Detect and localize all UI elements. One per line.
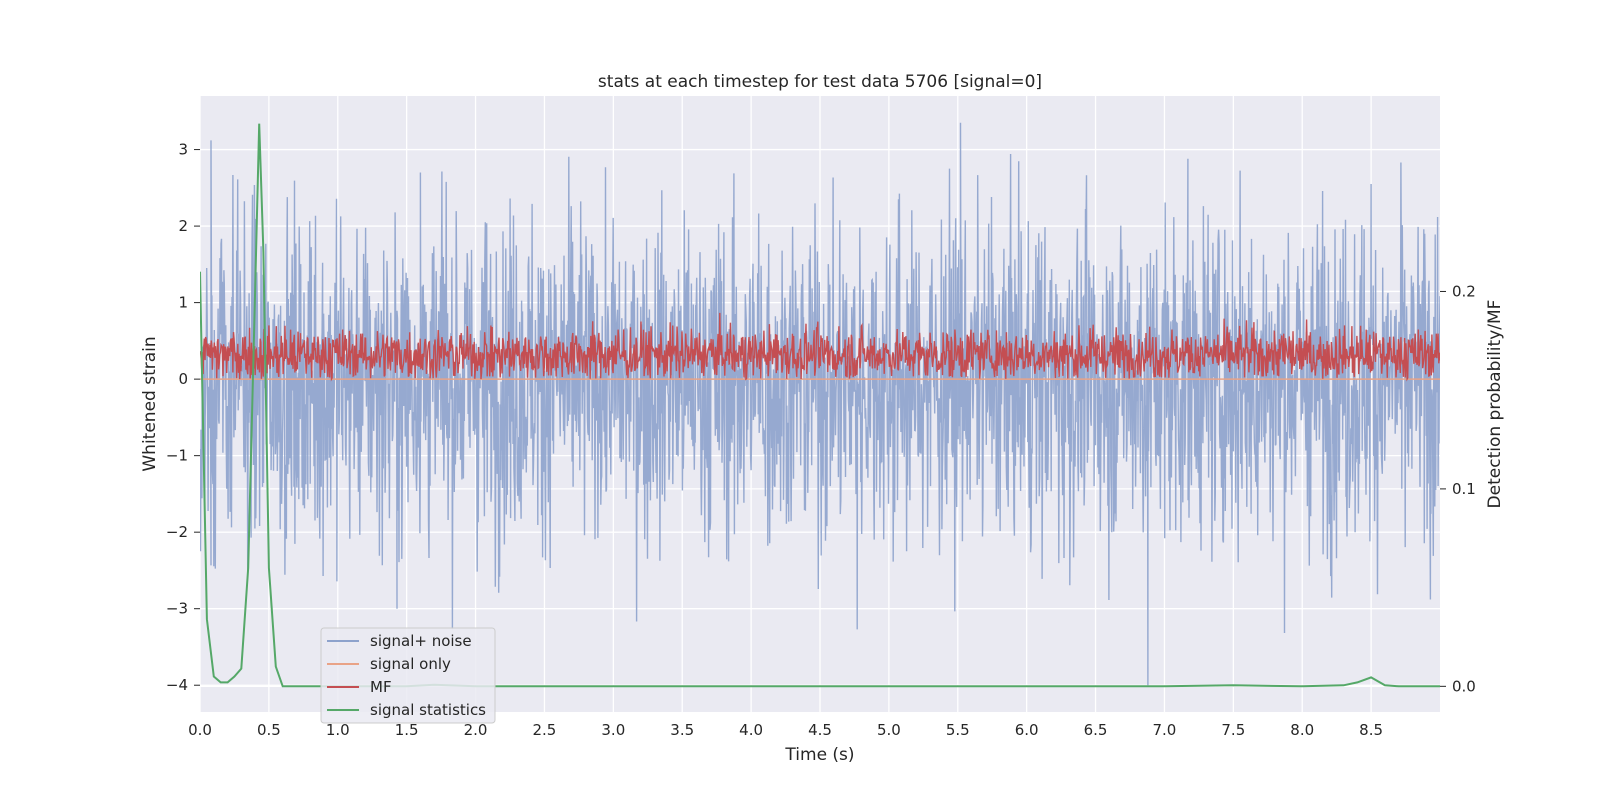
y2-tick-layer: 0.2 0.1 0.0 bbox=[1440, 282, 1476, 695]
x-tick-label: 8.5 bbox=[1359, 721, 1383, 739]
y-tick-label: 1 bbox=[178, 294, 188, 312]
legend-entry-signal-statistics: signal statistics bbox=[327, 701, 486, 719]
x-tick-label: 5.0 bbox=[877, 721, 901, 739]
x-tick-label: 1.0 bbox=[326, 721, 350, 739]
y2-tick-label: 0.2 bbox=[1452, 282, 1476, 300]
y-tick-label: −3 bbox=[166, 600, 188, 618]
x-tick-label: 1.5 bbox=[395, 721, 419, 739]
legend-label-signal-noise: signal+ noise bbox=[370, 632, 472, 650]
legend-label-signal-only: signal only bbox=[370, 655, 451, 673]
x-tick-label: 4.0 bbox=[739, 721, 763, 739]
x-tick-label: 5.5 bbox=[946, 721, 970, 739]
y-tick-label: −4 bbox=[166, 676, 188, 694]
legend: signal+ noise signal only MF signal stat… bbox=[320, 627, 496, 724]
x-tick-label: 7.5 bbox=[1221, 721, 1245, 739]
y-tick-label: −1 bbox=[166, 447, 188, 465]
x-tick-label: 3.0 bbox=[601, 721, 625, 739]
x-tick-label: 0.5 bbox=[257, 721, 281, 739]
legend-entry-mf: MF bbox=[327, 678, 392, 696]
x-tick-label: 6.5 bbox=[1084, 721, 1108, 739]
x-tick-label: 0.0 bbox=[188, 721, 212, 739]
y2-tick-label: 0.0 bbox=[1452, 677, 1476, 695]
chart-title: stats at each timestep for test data 570… bbox=[598, 72, 1042, 92]
legend-entry-signal-only: signal only bbox=[327, 655, 451, 673]
y-tick-label: −2 bbox=[166, 523, 188, 541]
x-tick-layer: 0.0 0.5 1.0 1.5 2.0 2.5 3.0 3.5 4.0 4.5 5.0 5.5 6.0 6… bbox=[188, 721, 1383, 739]
legend-label-mf: MF bbox=[370, 678, 392, 696]
x-tick-label: 7.0 bbox=[1153, 721, 1177, 739]
series-signal-noise-line bbox=[200, 122, 1440, 686]
x-tick-label: 4.5 bbox=[808, 721, 832, 739]
y2-axis-label: Detection probability/MF bbox=[1485, 300, 1505, 509]
x-tick-label: 6.0 bbox=[1015, 721, 1039, 739]
legend-box bbox=[320, 627, 496, 724]
y-tick-label: 0 bbox=[178, 370, 188, 388]
x-axis-label: Time (s) bbox=[784, 745, 854, 765]
legend-label-signal-statistics: signal statistics bbox=[370, 701, 486, 719]
x-tick-label: 3.5 bbox=[670, 721, 694, 739]
y-axis-label: Whitened strain bbox=[140, 336, 160, 471]
x-tick-label: 2.0 bbox=[464, 721, 488, 739]
legend-entry-signal-noise: signal+ noise bbox=[327, 632, 472, 650]
series-mf-line bbox=[200, 312, 1440, 382]
x-tick-label: 8.0 bbox=[1290, 721, 1314, 739]
y-tick-label: 3 bbox=[178, 141, 188, 159]
y-tick-layer: 3 2 1 0 −1 −2 −3 −4 bbox=[166, 141, 200, 694]
y2-tick-label: 0.1 bbox=[1452, 480, 1476, 498]
y-tick-label: 2 bbox=[178, 217, 188, 235]
x-tick-label: 2.5 bbox=[533, 721, 557, 739]
